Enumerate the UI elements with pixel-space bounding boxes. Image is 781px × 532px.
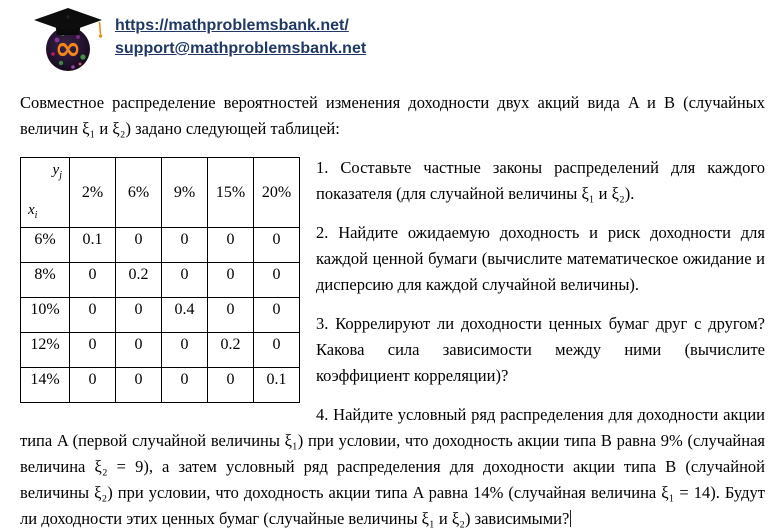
problem-intro-text: Совместное распределение вероятностей из… — [20, 93, 765, 138]
prob-cell: 0 — [69, 367, 116, 403]
column-header: 2% — [69, 157, 116, 228]
table-row: 8% 0 0.2 0 0 0 — [20, 262, 300, 298]
prob-cell: 0 — [69, 297, 116, 333]
prob-cell: 0.4 — [161, 297, 208, 333]
column-header: 6% — [115, 157, 162, 228]
column-header: 20% — [253, 157, 300, 228]
header-links: https://mathproblemsbank.net/ support@ma… — [115, 7, 366, 60]
text-cursor — [570, 510, 572, 527]
row-variable-label: xi — [28, 202, 38, 221]
prob-cell: 0 — [253, 297, 300, 333]
prob-cell: 0 — [207, 297, 254, 333]
prob-cell: 0 — [69, 262, 116, 298]
prob-cell: 0 — [115, 367, 162, 403]
support-email-link[interactable]: support@mathproblemsbank.net — [115, 40, 367, 57]
prob-cell: 0 — [161, 332, 208, 368]
task-2-text: 2. Найдите ожидаемую доходность и риск д… — [316, 223, 765, 294]
prob-cell: 0.1 — [253, 367, 300, 403]
prob-cell: 0 — [253, 332, 300, 368]
probability-table: yj xi 2% 6% 9% 15% 20% 6% 0.1 0 0 — [20, 157, 300, 403]
prob-cell: 0 — [161, 262, 208, 298]
prob-cell: 0 — [253, 262, 300, 298]
site-header: ∞ https://mathproblemsbank.net/ support@… — [0, 0, 781, 76]
infinity-icon: ∞ — [55, 29, 82, 67]
corner-cell: yj xi — [20, 157, 70, 228]
graduation-cap-icon — [34, 8, 103, 38]
mathproblemsbank-logo-icon: ∞ — [34, 8, 103, 71]
table-row: 6% 0.1 0 0 0 0 — [20, 227, 300, 263]
prob-cell: 0 — [207, 262, 254, 298]
prob-cell: 0 — [161, 367, 208, 403]
row-header: 6% — [20, 227, 70, 263]
prob-cell: 0 — [115, 332, 162, 368]
task-3-text: 3. Коррелируют ли доходности ценных бума… — [316, 314, 765, 385]
prob-cell: 0 — [69, 332, 116, 368]
prob-cell: 0 — [115, 227, 162, 263]
task-1-text: 1. Составьте частные законы распределени… — [316, 158, 765, 203]
row-header: 14% — [20, 367, 70, 403]
prob-cell: 0 — [115, 297, 162, 333]
site-url-link[interactable]: https://mathproblemsbank.net/ — [115, 17, 349, 34]
row-header: 12% — [20, 332, 70, 368]
task-4-text: 4. Найдите условный ряд распределения дл… — [20, 405, 765, 528]
row-header: 8% — [20, 262, 70, 298]
col-variable-label: yj — [52, 162, 62, 181]
column-header: 15% — [207, 157, 254, 228]
row-header: 10% — [20, 297, 70, 333]
prob-cell: 0 — [207, 367, 254, 403]
table-header-row: yj xi 2% 6% 9% 15% 20% — [20, 157, 300, 228]
problem-content: Совместное распределение вероятностей из… — [0, 76, 781, 532]
prob-cell: 0 — [161, 227, 208, 263]
table-row: 12% 0 0 0 0.2 0 — [20, 332, 300, 368]
prob-cell: 0.1 — [69, 227, 116, 263]
prob-cell: 0.2 — [115, 262, 162, 298]
table-row: 14% 0 0 0 0 0.1 — [20, 367, 300, 403]
table-row: 10% 0 0 0.4 0 0 — [20, 297, 300, 333]
prob-cell: 0.2 — [207, 332, 254, 368]
prob-cell: 0 — [253, 227, 300, 263]
prob-cell: 0 — [207, 227, 254, 263]
column-header: 9% — [161, 157, 208, 228]
